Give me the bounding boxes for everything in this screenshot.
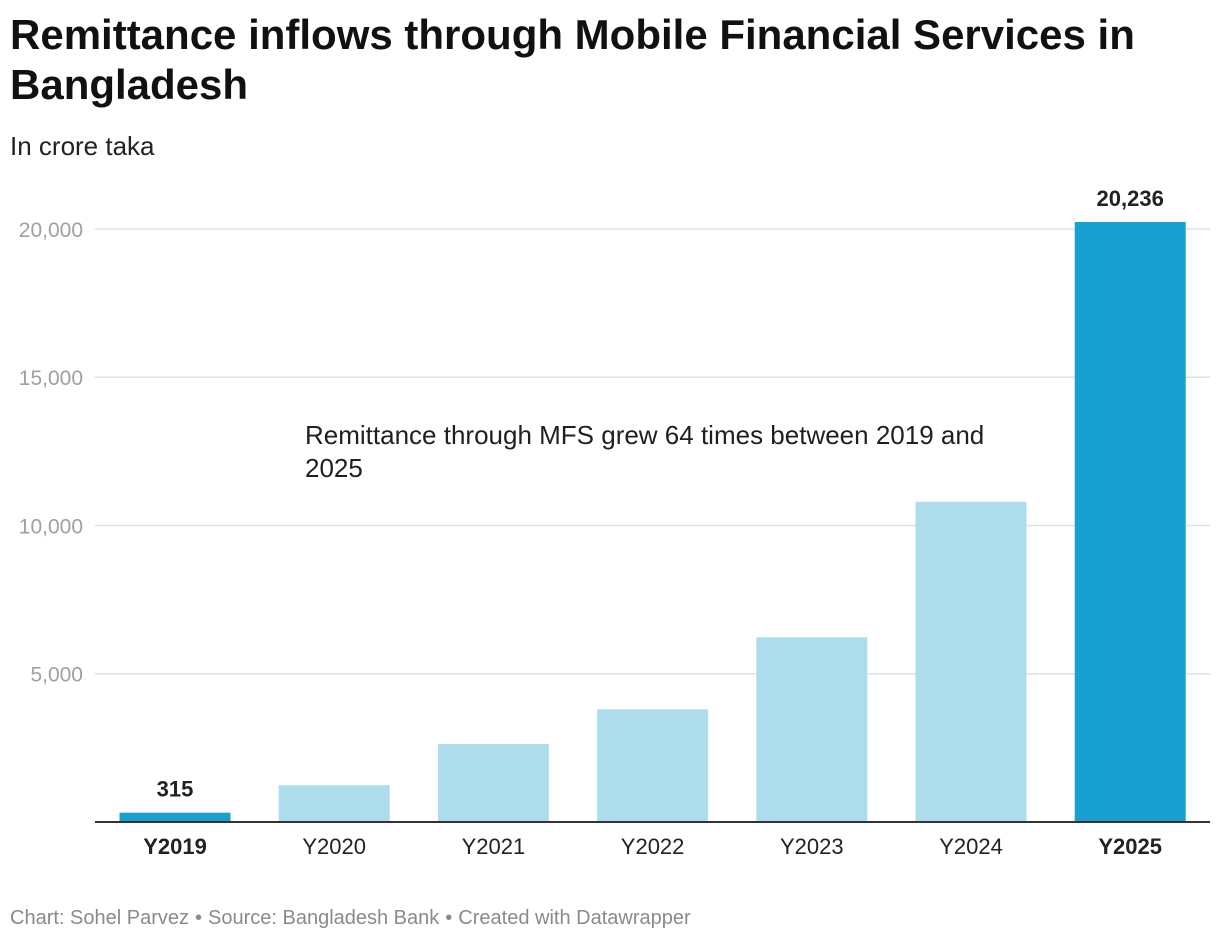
bar — [278, 785, 390, 822]
bar — [756, 637, 868, 822]
footer-separator: • — [445, 907, 453, 929]
x-tick-label: Y2019 — [143, 834, 207, 859]
credit-source: Source: Bangladesh Bank — [208, 907, 440, 929]
annotation-text: Remittance through MFS grew 64 times bet… — [305, 420, 984, 450]
value-labels: 315 20,236 — [157, 186, 1164, 802]
bar-value-label: 20,236 — [1097, 186, 1164, 211]
bar-value-label: 315 — [157, 777, 194, 802]
y-tick-label: 5,000 — [30, 664, 83, 687]
bar — [597, 709, 709, 822]
x-tick-label: Y2025 — [1098, 834, 1162, 859]
bars — [119, 222, 1186, 822]
y-axis-ticks: 5,000 10,000 15,000 20,000 — [19, 219, 83, 687]
credit-tool: Created with Datawrapper — [458, 907, 691, 929]
y-tick-label: 15,000 — [19, 367, 83, 390]
gridlines — [95, 228, 1210, 675]
y-tick-label: 20,000 — [19, 219, 83, 242]
x-tick-label: Y2024 — [939, 834, 1003, 859]
x-axis-ticks: Y2019 Y2020 Y2021 Y2022 Y2023 Y2024 Y2025 — [143, 834, 1162, 859]
chart-footer: Chart: Sohel Parvez • Source: Bangladesh B… — [10, 905, 691, 931]
x-tick-label: Y2022 — [621, 834, 685, 859]
x-tick-label: Y2023 — [780, 834, 844, 859]
footer-separator: • — [194, 907, 202, 929]
x-tick-label: Y2021 — [462, 834, 526, 859]
bar — [437, 744, 549, 822]
x-tick-label: Y2020 — [302, 834, 366, 859]
chart-subtitle: In crore taka — [10, 131, 155, 161]
bar — [915, 501, 1027, 822]
bar — [1074, 222, 1186, 822]
credit-author: Chart: Sohel Parvez — [10, 907, 189, 929]
bar — [119, 812, 231, 822]
chart-title: Remittance inflows through Mobile Financ… — [10, 11, 1135, 108]
y-tick-label: 10,000 — [19, 515, 83, 538]
annotation-text: 2025 — [305, 453, 363, 483]
